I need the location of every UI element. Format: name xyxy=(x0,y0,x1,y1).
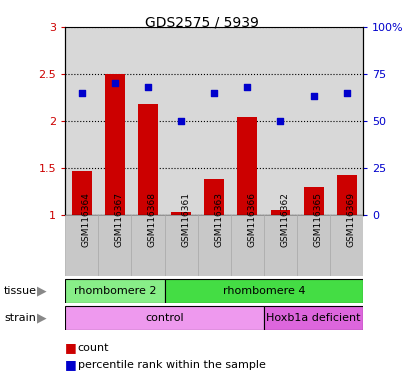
Bar xyxy=(198,215,231,276)
Text: ▶: ▶ xyxy=(37,311,47,324)
Text: ■: ■ xyxy=(65,341,77,354)
Bar xyxy=(304,187,323,215)
Bar xyxy=(138,104,158,215)
Point xyxy=(211,90,218,96)
Bar xyxy=(165,279,363,303)
Text: GSM116364: GSM116364 xyxy=(81,192,91,247)
Text: percentile rank within the sample: percentile rank within the sample xyxy=(78,360,265,370)
Point xyxy=(344,90,350,96)
Text: ▶: ▶ xyxy=(37,285,47,297)
Text: GDS2575 / 5939: GDS2575 / 5939 xyxy=(144,15,259,29)
Bar xyxy=(105,74,125,215)
Bar xyxy=(72,171,92,215)
Text: ■: ■ xyxy=(65,358,77,371)
Text: control: control xyxy=(145,313,184,323)
Bar xyxy=(165,215,198,276)
Point xyxy=(310,93,317,99)
Text: GSM116366: GSM116366 xyxy=(247,192,256,247)
Bar xyxy=(171,212,191,215)
Bar xyxy=(270,210,290,215)
Bar xyxy=(131,215,165,276)
Bar xyxy=(337,175,357,215)
Text: Hoxb1a deficient: Hoxb1a deficient xyxy=(266,313,361,323)
Text: count: count xyxy=(78,343,109,353)
Bar xyxy=(237,117,257,215)
Text: GSM116365: GSM116365 xyxy=(314,192,323,247)
Bar xyxy=(264,306,363,330)
Point xyxy=(244,84,251,90)
Point xyxy=(78,90,85,96)
Point xyxy=(144,84,151,90)
Text: rhombomere 4: rhombomere 4 xyxy=(223,286,305,296)
Text: strain: strain xyxy=(4,313,36,323)
Bar xyxy=(231,215,264,276)
Bar xyxy=(297,215,330,276)
Bar xyxy=(204,179,224,215)
Point xyxy=(277,118,284,124)
Bar xyxy=(330,215,363,276)
Bar xyxy=(65,279,165,303)
Text: GSM116369: GSM116369 xyxy=(347,192,356,247)
Text: rhombomere 2: rhombomere 2 xyxy=(74,286,156,296)
Point xyxy=(178,118,184,124)
Text: GSM116368: GSM116368 xyxy=(148,192,157,247)
Bar xyxy=(98,215,131,276)
Text: GSM116361: GSM116361 xyxy=(181,192,190,247)
Bar xyxy=(65,215,98,276)
Text: GSM116367: GSM116367 xyxy=(115,192,124,247)
Bar xyxy=(264,215,297,276)
Point xyxy=(111,80,118,86)
Text: tissue: tissue xyxy=(4,286,37,296)
Text: GSM116362: GSM116362 xyxy=(281,192,289,247)
Text: GSM116363: GSM116363 xyxy=(214,192,223,247)
Bar xyxy=(65,306,264,330)
